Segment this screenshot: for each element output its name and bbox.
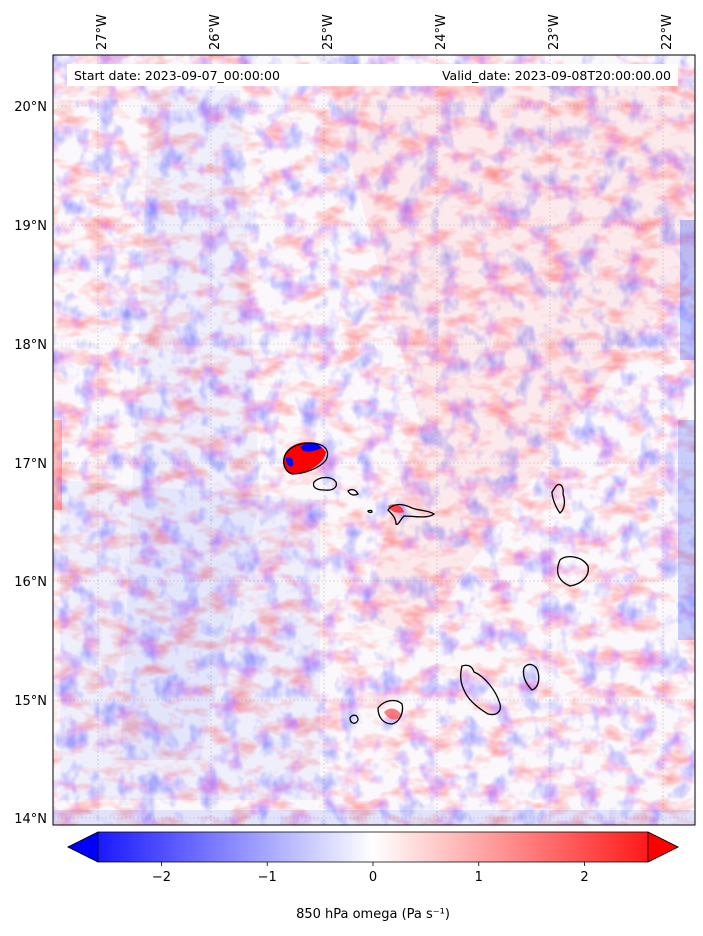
- island-santo-antao: [283, 442, 329, 475]
- lat-label: 15°N: [14, 694, 47, 709]
- island-sao-vicente: [312, 476, 338, 491]
- lon-label: 25°W: [321, 14, 336, 50]
- island-signal: [284, 442, 404, 720]
- map-frame: [52, 54, 696, 826]
- island-maio: [522, 663, 540, 691]
- lat-label: 16°N: [14, 575, 47, 590]
- lat-label: 18°N: [14, 338, 47, 353]
- coastlines: [283, 442, 589, 725]
- colorbar-tick-label: −1: [258, 870, 277, 885]
- island-fogo: [377, 699, 404, 725]
- colorbar-max-extension: [647, 831, 679, 863]
- header-box: Start date: 2023-09-07_00:00:00 Valid_da…: [67, 64, 678, 86]
- lat-label: 20°N: [14, 100, 47, 115]
- lat-label: 14°N: [14, 812, 47, 827]
- island-boa-vista: [556, 555, 589, 587]
- colorbar-bar: [67, 831, 679, 863]
- lon-label: 27°W: [95, 14, 110, 50]
- colorbar: −2 −1 0 1 2 850 hPa omega (Pa s⁻¹): [67, 831, 679, 922]
- island-santa-luzia: [347, 488, 359, 496]
- lat-label: 17°N: [14, 457, 47, 472]
- lon-label: 24°W: [434, 14, 449, 50]
- map-panel: Start date: 2023-09-07_00:00:00 Valid_da…: [14, 14, 696, 827]
- lat-label: 19°N: [14, 219, 47, 234]
- colorbar-label: 850 hPa omega (Pa s⁻¹): [296, 907, 450, 922]
- colorbar-min-extension: [67, 831, 99, 863]
- valid-date-label: Valid_date: 2023-09-08T20:00:00.00: [442, 68, 671, 83]
- island-santiago: [460, 664, 502, 716]
- gridlines: [53, 55, 695, 825]
- omega-field: [53, 55, 695, 825]
- header-background: [67, 64, 678, 86]
- lat-labels: 20°N 19°N 18°N 17°N 16°N 15°N 14°N: [14, 100, 47, 827]
- island-sal: [551, 483, 566, 514]
- colorbar-tick-label: 2: [580, 870, 588, 885]
- colorbar-ticks: −2 −1 0 1 2: [152, 862, 589, 885]
- colorbar-tick-label: −2: [152, 870, 171, 885]
- colorbar-tick-label: 1: [475, 870, 483, 885]
- island-branco: [367, 509, 373, 514]
- lon-labels: 27°W 26°W 25°W 24°W 23°W 22°W: [95, 14, 675, 50]
- island-sao-nicolau: [387, 503, 436, 526]
- lon-label: 26°W: [208, 14, 223, 50]
- colorbar-tick-label: 0: [369, 870, 377, 885]
- start-date-label: Start date: 2023-09-07_00:00:00: [74, 68, 280, 83]
- lon-label: 23°W: [547, 14, 562, 50]
- lon-label: 22°W: [660, 14, 675, 50]
- island-brava: [349, 714, 359, 724]
